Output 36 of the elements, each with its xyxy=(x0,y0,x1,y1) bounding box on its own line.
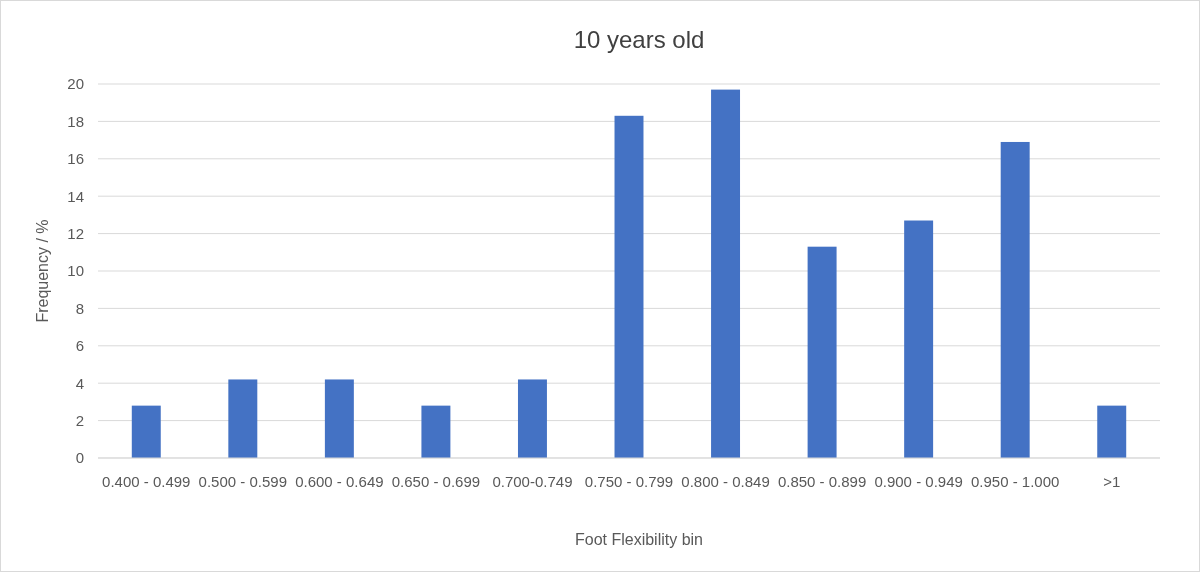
y-tick-label: 18 xyxy=(67,112,84,130)
bar xyxy=(614,115,644,458)
x-tick-label: 0.650 - 0.699 xyxy=(391,473,481,490)
x-tick-label: 0.750 - 0.799 xyxy=(584,473,674,490)
bar xyxy=(421,405,451,458)
x-axis-title: Foot Flexibility bin xyxy=(574,531,704,548)
bar xyxy=(711,89,741,458)
x-tick-label: 0.950 - 1.000 xyxy=(970,473,1060,490)
y-tick-label: 12 xyxy=(67,224,84,242)
y-tick-label: 20 xyxy=(67,75,84,93)
bar xyxy=(904,220,934,458)
bar xyxy=(324,379,354,458)
x-tick-label: 0.500 - 0.599 xyxy=(198,473,288,490)
bar xyxy=(131,405,161,458)
y-axis-title: Frequency / % xyxy=(34,219,51,323)
x-tick-label: 0.850 - 0.899 xyxy=(777,473,867,490)
x-tick-label: 0.900 - 0.949 xyxy=(874,473,963,490)
chart-title: 10 years old xyxy=(573,26,705,53)
bar xyxy=(517,379,547,458)
y-tick-label: 10 xyxy=(67,262,84,280)
x-tick-label: 0.400 - 0.499 xyxy=(102,473,191,490)
x-tick-label: 0.700-0.749 xyxy=(492,473,573,490)
x-tick-label: 0.600 - 0.649 xyxy=(295,473,384,490)
x-tick-label: 0.800 - 0.849 xyxy=(681,473,770,490)
y-tick-label: 2 xyxy=(75,411,84,429)
y-tick-label: 4 xyxy=(75,374,84,392)
y-tick-label: 16 xyxy=(67,150,84,168)
y-tick-label: 8 xyxy=(75,299,84,317)
y-tick-label: 14 xyxy=(67,187,84,205)
y-tick-label: 0 xyxy=(75,449,84,467)
x-tick-label: >1 xyxy=(1103,473,1121,490)
y-tick-label: 6 xyxy=(75,337,84,355)
bar xyxy=(1000,141,1030,458)
bar xyxy=(228,379,258,458)
bar xyxy=(807,246,837,458)
bar xyxy=(1097,405,1127,458)
